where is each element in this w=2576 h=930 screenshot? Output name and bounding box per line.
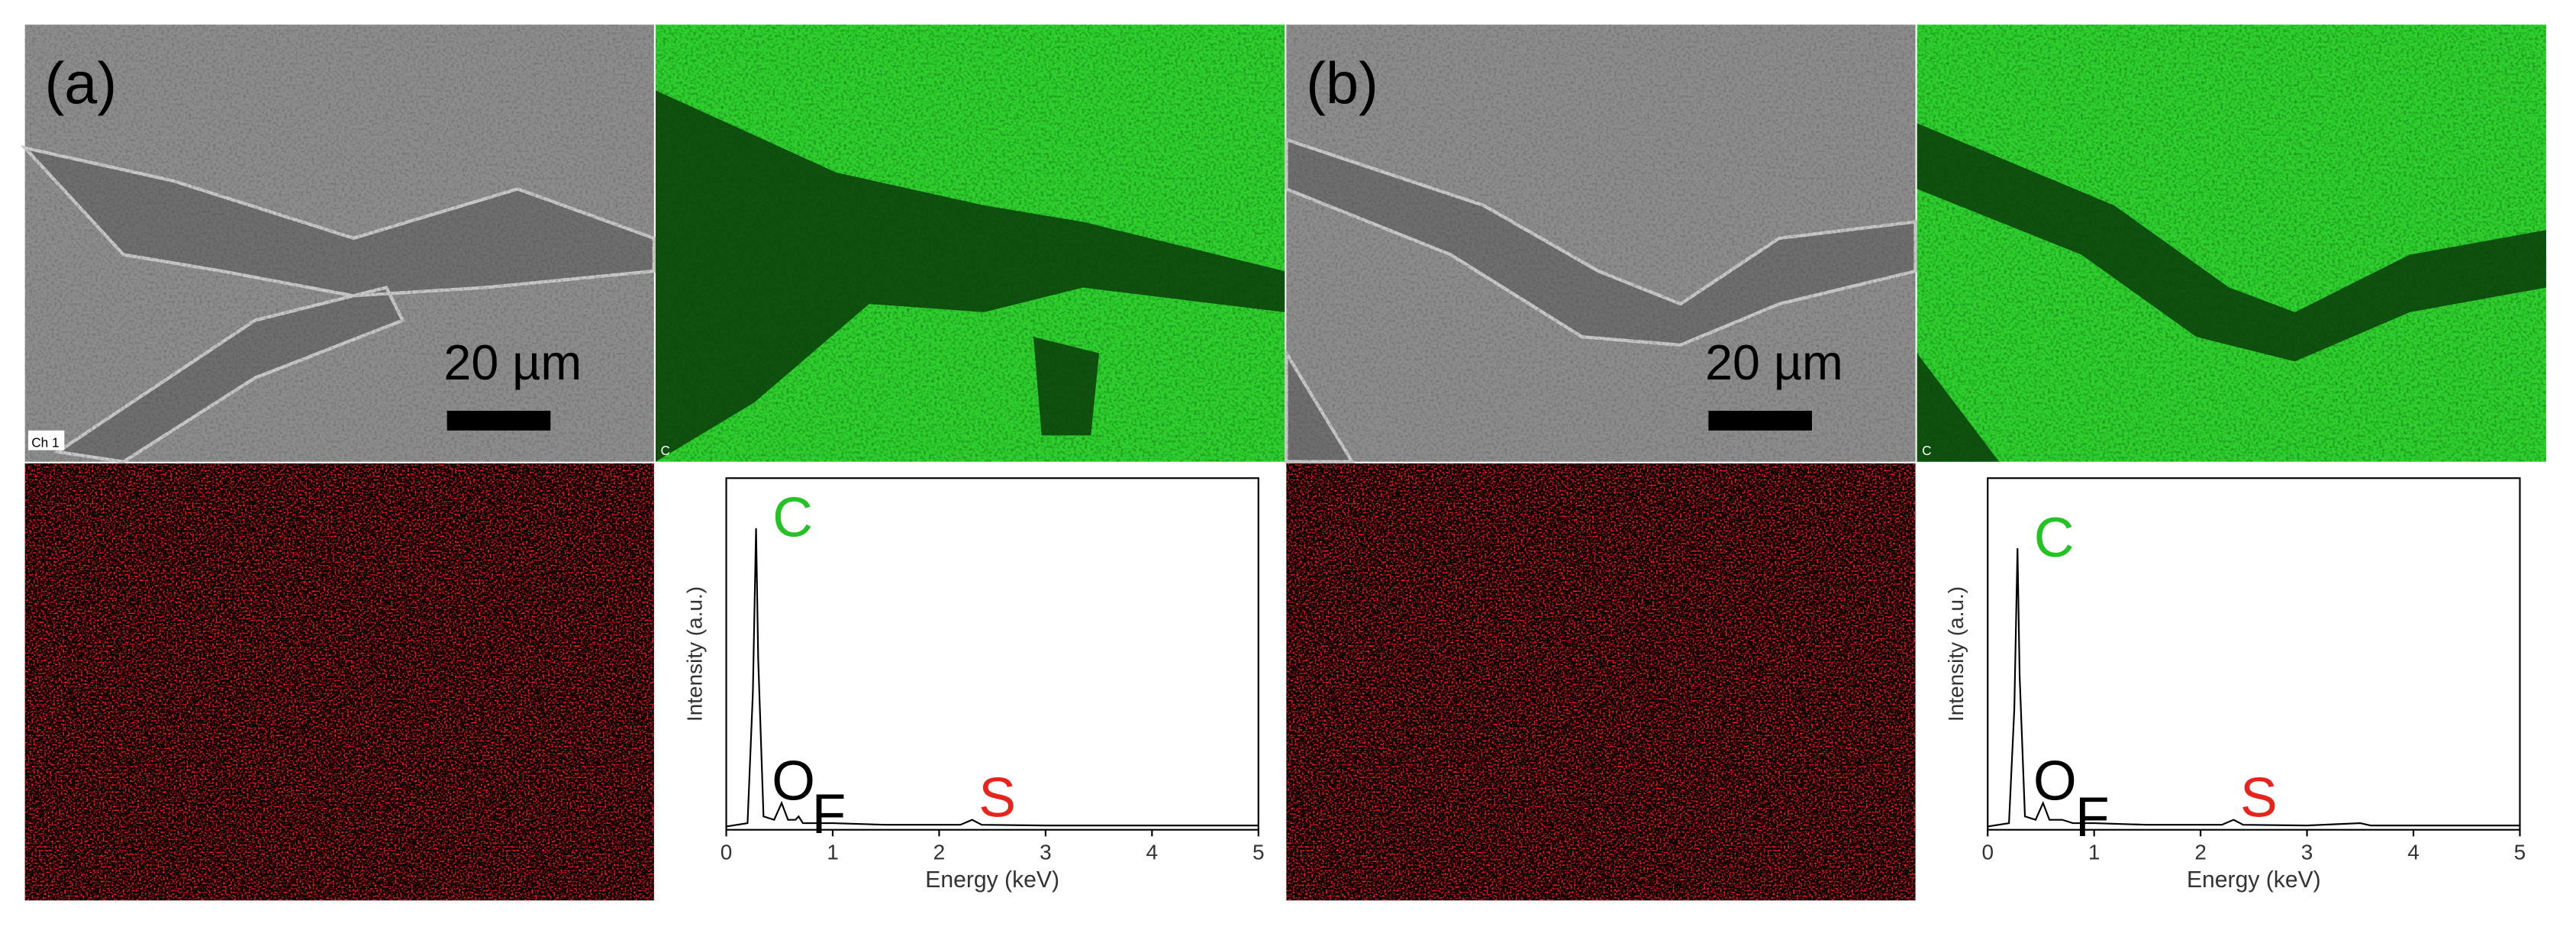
sulfur-map-dots bbox=[1286, 463, 1916, 901]
x-tick-label: 3 bbox=[1040, 840, 1052, 864]
sulfur-map bbox=[1286, 463, 1916, 901]
spectrum-bg bbox=[1917, 463, 2546, 901]
x-tick-label: 3 bbox=[2301, 840, 2313, 864]
spectrum: 0 1 2 3 4 5 Energy (keV) Intensity (a.u.) C OF S bbox=[656, 463, 1285, 901]
spectrum: 0 1 2 3 4 5 Energy (keV) Intensity (a.u.) C OF S bbox=[1917, 463, 2546, 901]
sem-texture bbox=[24, 24, 654, 462]
scale-bar-label: 20 µm bbox=[1705, 335, 1843, 390]
sem-texture bbox=[1286, 24, 1916, 462]
x-tick-label: 2 bbox=[2194, 840, 2207, 864]
y-axis-label: Intensity (a.u.) bbox=[682, 586, 706, 722]
peak-label: S bbox=[2240, 766, 2278, 828]
x-axis-label: Energy (keV) bbox=[925, 867, 1059, 893]
x-tick-label: 1 bbox=[827, 840, 839, 864]
peak-label: C bbox=[2034, 506, 2075, 569]
scale-bar bbox=[447, 410, 551, 431]
panel: (b) 20 µm C 0 1 2 3 4 5 Energy (keV) Intensity (a.… bbox=[1285, 24, 2546, 901]
spectrum-bg bbox=[656, 463, 1285, 901]
x-tick-label: 0 bbox=[721, 840, 733, 864]
channel-label: Ch 1 bbox=[31, 434, 59, 450]
spectrum-line bbox=[1988, 548, 2520, 828]
panel-label: (b) bbox=[1306, 51, 1378, 117]
channel-box bbox=[27, 430, 65, 450]
sulfur-map-dots bbox=[24, 463, 654, 901]
x-tick-label: 0 bbox=[1981, 840, 1994, 864]
x-tick-label: 1 bbox=[2088, 840, 2100, 864]
carbon-map: C bbox=[1917, 24, 2546, 462]
plot-frame bbox=[725, 477, 1259, 831]
map-label: C bbox=[1922, 443, 1931, 458]
peak-label: O bbox=[2033, 749, 2077, 812]
carbon-map: C bbox=[656, 24, 1285, 462]
sulfur-map bbox=[24, 463, 654, 901]
carbon-map-texture bbox=[656, 24, 1285, 462]
x-tick-label: 2 bbox=[933, 840, 946, 864]
peak-label: O bbox=[772, 749, 815, 812]
scale-bar-label: 20 µm bbox=[443, 335, 582, 390]
x-axis-label: Energy (keV) bbox=[2187, 867, 2321, 893]
plot-frame bbox=[1987, 477, 2521, 831]
peak-label: F bbox=[2075, 786, 2110, 848]
carbon-map-texture bbox=[1917, 24, 2546, 462]
spectrum-line bbox=[726, 528, 1259, 828]
panel: (a) 20 µm Ch 1 C 0 1 2 3 4 5 Energy (keV) Intensity… bbox=[20, 24, 1285, 901]
x-tick-label: 5 bbox=[1253, 840, 1265, 864]
panel-label: (a) bbox=[44, 51, 117, 117]
x-tick-label: 4 bbox=[2407, 840, 2420, 864]
peak-label: C bbox=[772, 486, 813, 548]
map-label: C bbox=[660, 443, 669, 458]
y-axis-label: Intensity (a.u.) bbox=[1944, 586, 1968, 722]
peak-label: S bbox=[978, 766, 1016, 828]
peak-label: F bbox=[812, 783, 846, 845]
scale-bar bbox=[1708, 410, 1812, 431]
x-tick-label: 5 bbox=[2514, 840, 2526, 864]
x-tick-label: 4 bbox=[1146, 840, 1159, 864]
